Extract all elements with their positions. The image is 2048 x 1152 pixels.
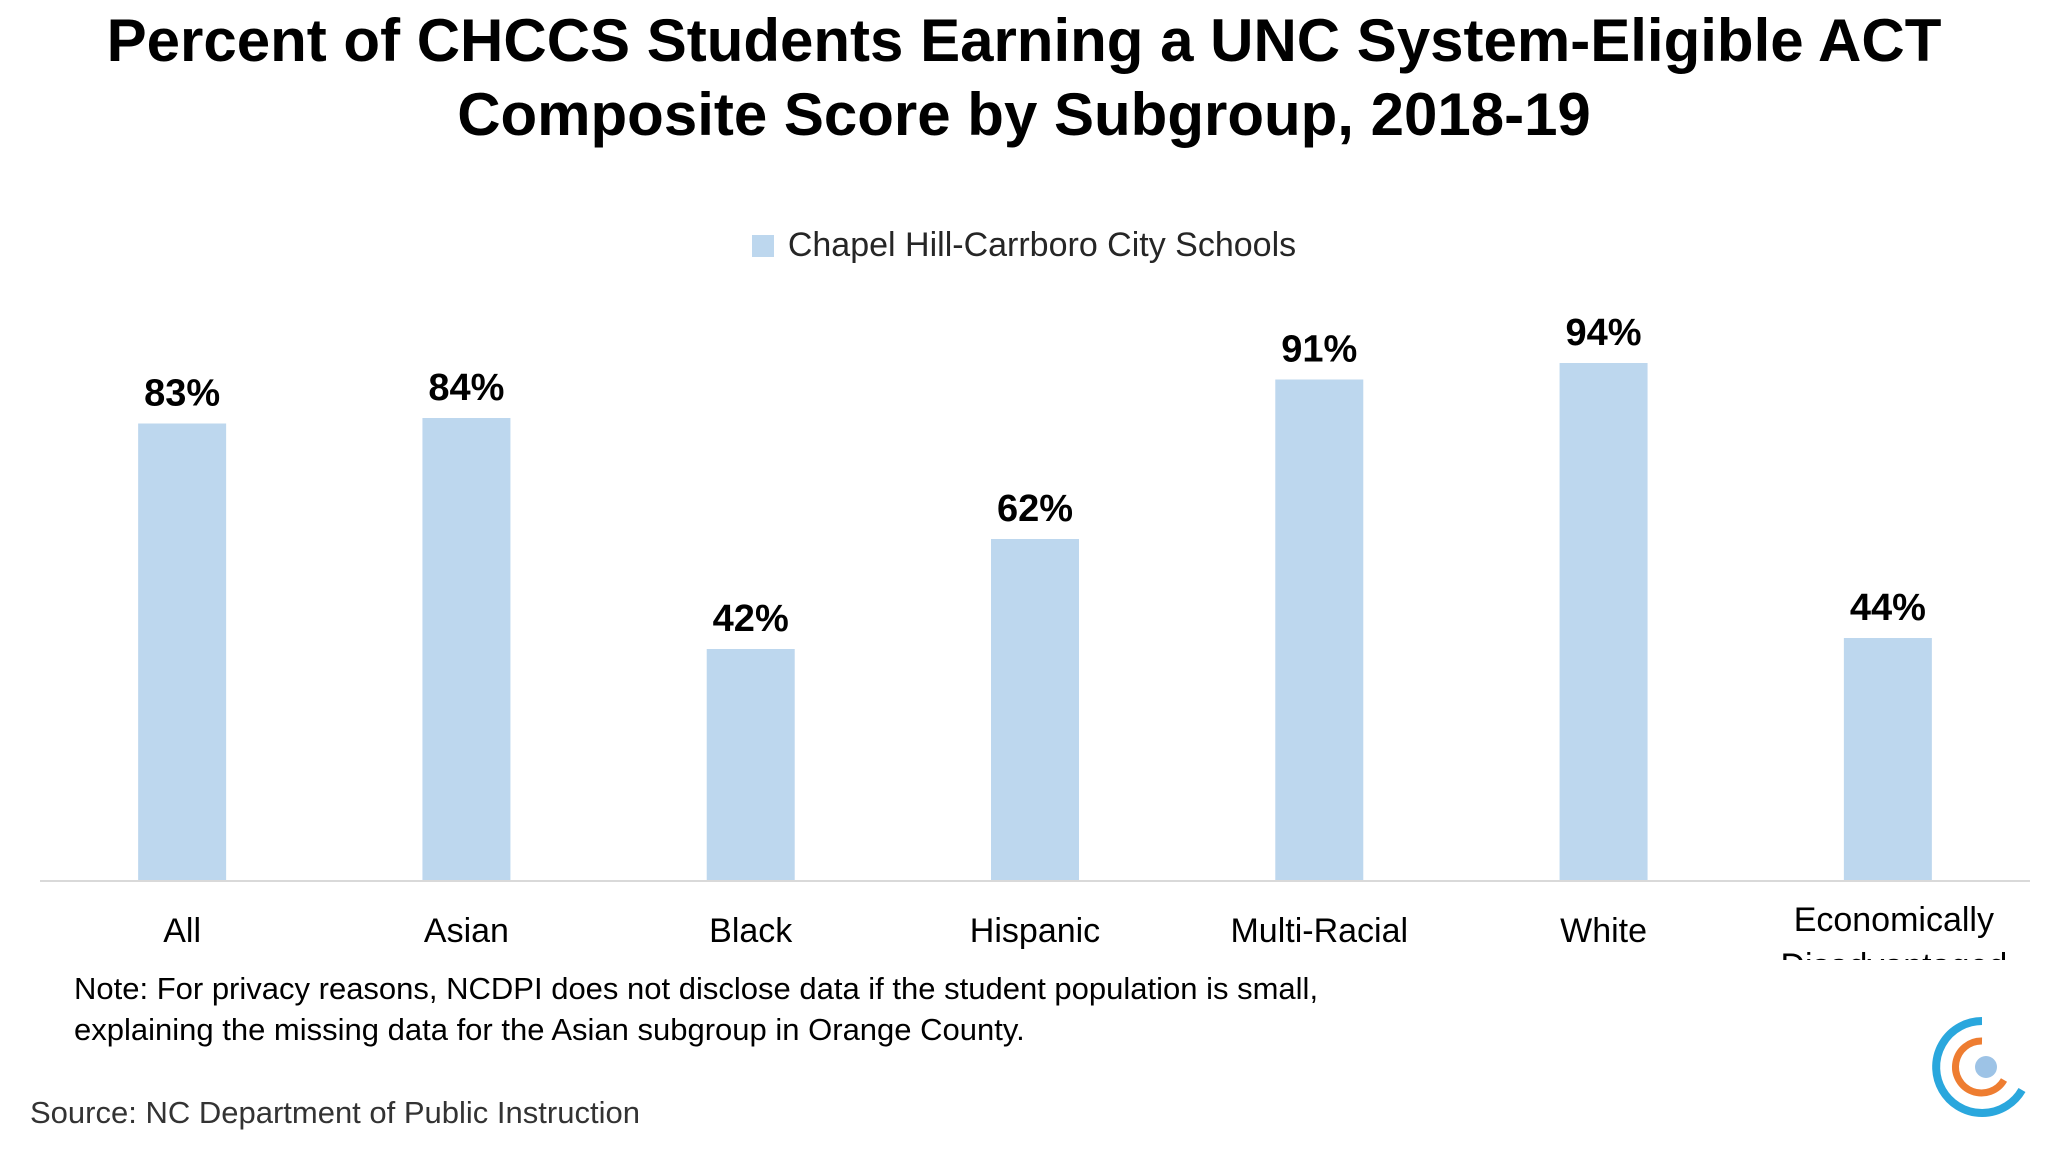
bar-4 — [991, 539, 1079, 880]
bar-3 — [706, 649, 795, 880]
category-label-5: Multi-Racial — [1230, 912, 1408, 950]
bar-2 — [422, 418, 511, 880]
legend: Chapel Hill-Carrboro City Schools — [0, 226, 2048, 265]
logo-center-dot — [1975, 1056, 1997, 1078]
category-label-7-line-1: Economically — [1794, 901, 1994, 939]
logo-outer-arc — [1932, 1017, 2026, 1117]
chart-title-line-1: Percent of CHCCS Students Earning a UNC … — [106, 7, 1942, 74]
legend-label: Chapel Hill-Carrboro City Schools — [787, 226, 1297, 264]
category-label-2: Asian — [424, 912, 509, 950]
bar-5 — [1275, 379, 1364, 880]
bar-7 — [1843, 638, 1932, 880]
category-label-7-line-2: Disadvantaged — [1780, 947, 2007, 960]
chart-title: Percent of CHCCS Students Earning a UNC … — [0, 4, 2048, 152]
data-label-3: 42% — [713, 598, 789, 640]
data-label-4: 62% — [997, 488, 1073, 530]
category-label-6: White — [1560, 912, 1647, 950]
bar-6 — [1559, 363, 1648, 880]
data-label-1: 83% — [144, 373, 220, 415]
source-note: Source: NC Department of Public Instruct… — [30, 1095, 640, 1130]
data-label-5: 91% — [1281, 329, 1357, 371]
footnote: Note: For privacy reasons, NCDPI does no… — [74, 971, 1319, 1047]
chccs-circle-logo — [1932, 1017, 2026, 1117]
data-label-7: 44% — [1850, 587, 1926, 629]
logo-inner-arc — [1952, 1037, 2008, 1097]
category-label-1: All — [163, 912, 201, 950]
chart-title-line-2: Composite Score by Subgroup, 2018-19 — [457, 81, 1591, 148]
category-label-4: Hispanic — [970, 912, 1100, 950]
category-label-3: Black — [709, 912, 793, 950]
bar-chart: 83% All 84% Asian 42% Black 62% Hispanic 91% Mult… — [40, 312, 2030, 960]
data-label-6: 94% — [1566, 312, 1642, 354]
bar-1 — [138, 423, 227, 880]
legend-swatch — [751, 234, 774, 257]
data-label-2: 84% — [428, 367, 504, 409]
